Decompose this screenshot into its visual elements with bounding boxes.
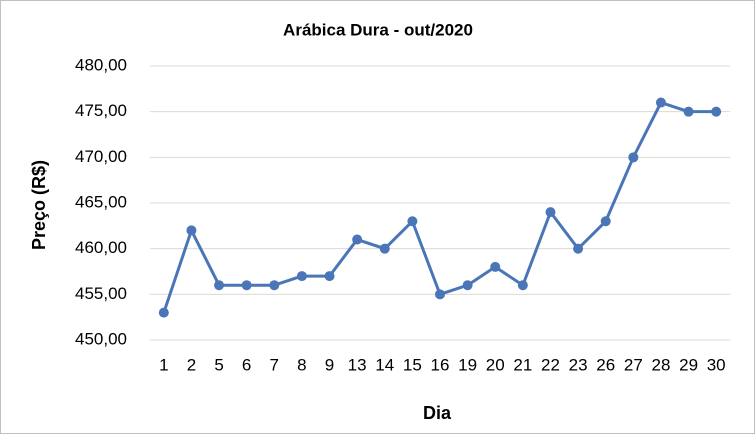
x-tick-label: 13 — [348, 355, 367, 374]
x-axis-label: Dia — [423, 403, 452, 423]
y-tick-label: 460,00 — [75, 238, 127, 257]
x-tick-label: 27 — [624, 355, 643, 374]
data-point — [407, 216, 418, 227]
x-tick-label: 16 — [431, 355, 450, 374]
data-point — [296, 271, 307, 282]
data-point — [711, 106, 722, 117]
data-point — [573, 243, 584, 254]
data-point — [462, 280, 473, 291]
y-axis-label: Preço (R$) — [29, 160, 49, 250]
y-tick-label: 450,00 — [75, 329, 127, 348]
x-tick-label: 19 — [458, 355, 477, 374]
data-point — [600, 216, 611, 227]
data-point — [214, 280, 225, 291]
x-tick-label: 21 — [513, 355, 532, 374]
x-tick-label: 7 — [270, 355, 279, 374]
x-tick-label: 14 — [375, 355, 394, 374]
x-tick-label: 20 — [486, 355, 505, 374]
x-tick-label: 26 — [596, 355, 615, 374]
data-point — [269, 280, 280, 291]
data-point — [435, 289, 445, 300]
data-point — [352, 234, 363, 245]
y-tick-label: 455,00 — [75, 284, 127, 303]
x-tick-label: 28 — [651, 355, 670, 374]
data-point — [683, 106, 694, 117]
x-tick-label: 9 — [325, 355, 334, 374]
x-tick-label: 6 — [242, 355, 251, 374]
data-point — [186, 225, 197, 236]
chart-title: Arábica Dura - out/2020 — [283, 20, 473, 39]
x-tick-label: 23 — [569, 355, 588, 374]
y-tick-label: 465,00 — [75, 192, 127, 211]
data-point — [655, 97, 666, 108]
x-tick-label: 5 — [214, 355, 223, 374]
data-point — [628, 152, 639, 163]
y-tick-label: 475,00 — [75, 101, 127, 120]
x-tick-label: 15 — [403, 355, 422, 374]
data-point — [241, 280, 252, 291]
data-point — [545, 207, 556, 218]
y-tick-label: 480,00 — [75, 55, 127, 74]
x-tick-label: 29 — [679, 355, 698, 374]
x-tick-label: 8 — [297, 355, 306, 374]
x-tick-label: 2 — [187, 355, 196, 374]
y-tick-label: 470,00 — [75, 147, 127, 166]
x-tick-label: 1 — [159, 355, 168, 374]
data-point — [324, 271, 335, 282]
data-point — [379, 243, 390, 254]
data-point — [517, 280, 528, 291]
x-tick-label: 30 — [707, 355, 726, 374]
data-point — [490, 261, 501, 272]
x-tick-label: 22 — [541, 355, 560, 374]
data-point — [158, 307, 169, 318]
